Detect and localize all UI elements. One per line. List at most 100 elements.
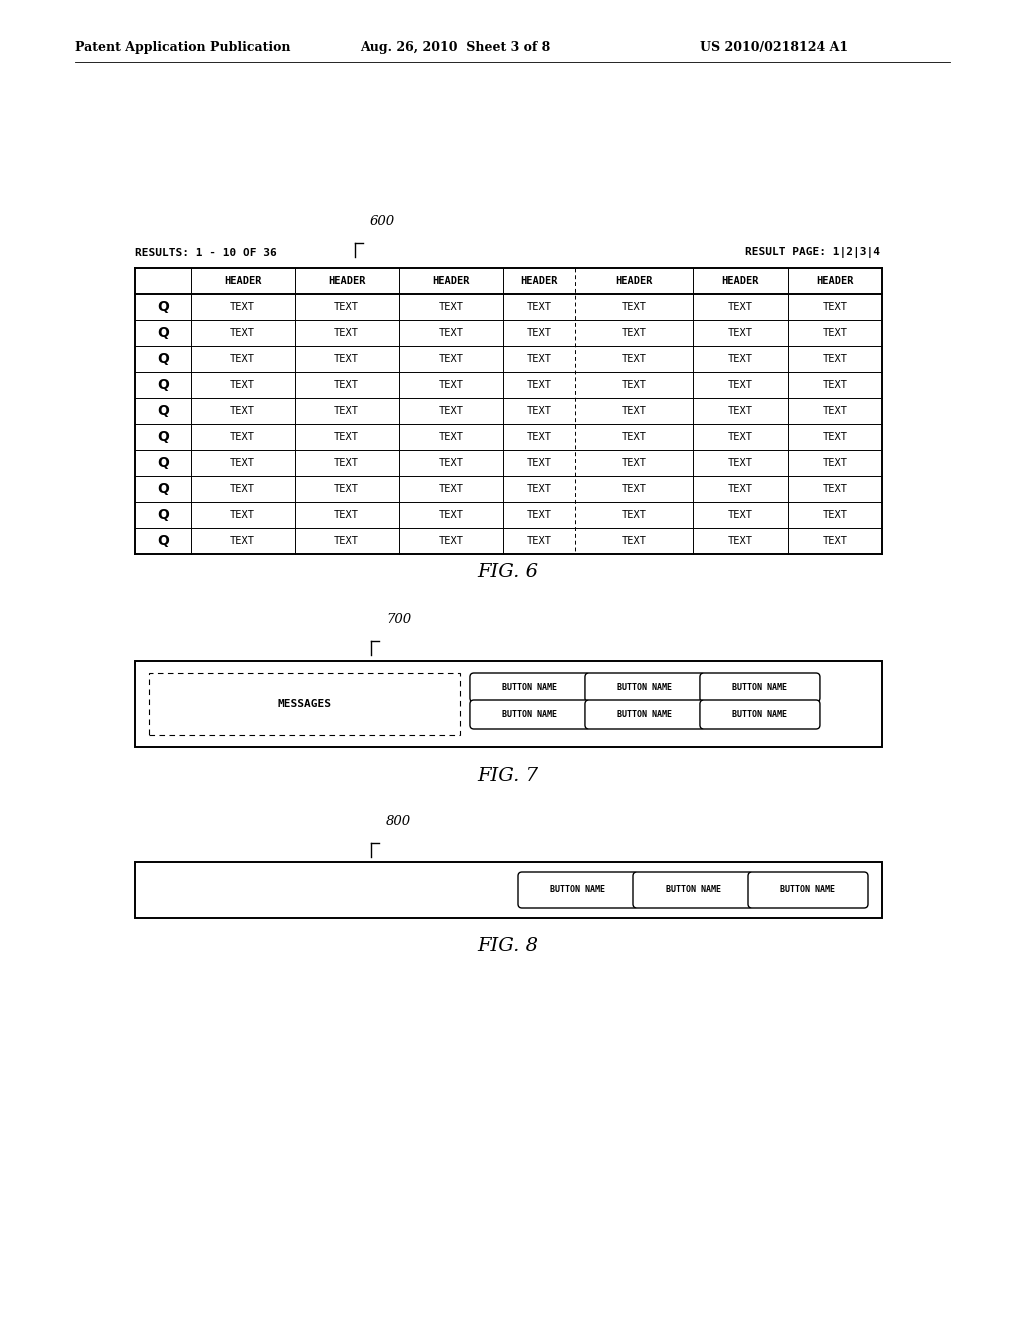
Text: TEXT: TEXT	[622, 536, 647, 546]
Text: BUTTON NAME: BUTTON NAME	[780, 886, 836, 895]
Text: Q: Q	[157, 508, 169, 521]
Text: TEXT: TEXT	[438, 458, 464, 469]
Text: TEXT: TEXT	[526, 380, 552, 389]
Text: TEXT: TEXT	[822, 302, 847, 312]
FancyBboxPatch shape	[470, 700, 590, 729]
Text: TEXT: TEXT	[622, 354, 647, 364]
Text: Q: Q	[157, 326, 169, 341]
Text: TEXT: TEXT	[334, 536, 359, 546]
Text: TEXT: TEXT	[622, 432, 647, 442]
Text: Q: Q	[157, 482, 169, 496]
Text: TEXT: TEXT	[438, 380, 464, 389]
Text: TEXT: TEXT	[334, 458, 359, 469]
Text: BUTTON NAME: BUTTON NAME	[732, 710, 787, 719]
Text: TEXT: TEXT	[728, 354, 753, 364]
Text: TEXT: TEXT	[822, 536, 847, 546]
Text: TEXT: TEXT	[438, 536, 464, 546]
Text: TEXT: TEXT	[438, 510, 464, 520]
Text: Q: Q	[157, 404, 169, 418]
FancyBboxPatch shape	[470, 673, 590, 702]
Text: HEADER: HEADER	[722, 276, 759, 286]
Text: TEXT: TEXT	[822, 327, 847, 338]
Text: TEXT: TEXT	[526, 510, 552, 520]
Text: TEXT: TEXT	[438, 432, 464, 442]
Text: FIG. 8: FIG. 8	[477, 937, 539, 954]
Text: Patent Application Publication: Patent Application Publication	[75, 41, 291, 54]
Text: TEXT: TEXT	[438, 327, 464, 338]
Text: TEXT: TEXT	[230, 432, 255, 442]
Text: BUTTON NAME: BUTTON NAME	[666, 886, 721, 895]
Text: TEXT: TEXT	[822, 354, 847, 364]
FancyBboxPatch shape	[748, 873, 868, 908]
Text: Q: Q	[157, 535, 169, 548]
Text: TEXT: TEXT	[230, 380, 255, 389]
Text: TEXT: TEXT	[622, 484, 647, 494]
Text: HEADER: HEADER	[224, 276, 261, 286]
Text: TEXT: TEXT	[822, 458, 847, 469]
Text: TEXT: TEXT	[728, 510, 753, 520]
FancyBboxPatch shape	[633, 873, 753, 908]
Text: TEXT: TEXT	[622, 510, 647, 520]
Text: TEXT: TEXT	[622, 407, 647, 416]
Text: TEXT: TEXT	[622, 458, 647, 469]
Text: TEXT: TEXT	[822, 407, 847, 416]
Text: TEXT: TEXT	[230, 536, 255, 546]
FancyBboxPatch shape	[700, 700, 820, 729]
Text: TEXT: TEXT	[230, 510, 255, 520]
Text: TEXT: TEXT	[526, 458, 552, 469]
Text: TEXT: TEXT	[230, 354, 255, 364]
Text: TEXT: TEXT	[334, 380, 359, 389]
Bar	[150, 673, 460, 735]
Text: TEXT: TEXT	[728, 536, 753, 546]
Text: HEADER: HEADER	[328, 276, 366, 286]
Text: Q: Q	[157, 455, 169, 470]
Text: HEADER: HEADER	[520, 276, 558, 286]
Text: TEXT: TEXT	[622, 327, 647, 338]
FancyBboxPatch shape	[585, 700, 705, 729]
Text: TEXT: TEXT	[334, 510, 359, 520]
Text: BUTTON NAME: BUTTON NAME	[503, 682, 557, 692]
Text: TEXT: TEXT	[230, 484, 255, 494]
Text: TEXT: TEXT	[526, 407, 552, 416]
Text: Q: Q	[157, 378, 169, 392]
Text: TEXT: TEXT	[438, 354, 464, 364]
Text: 700: 700	[386, 612, 411, 626]
Bar	[135, 268, 882, 554]
Text: TEXT: TEXT	[822, 432, 847, 442]
Text: US 2010/0218124 A1: US 2010/0218124 A1	[700, 41, 848, 54]
Text: TEXT: TEXT	[334, 327, 359, 338]
Text: TEXT: TEXT	[438, 302, 464, 312]
Text: RESULT PAGE: 1|2|3|4: RESULT PAGE: 1|2|3|4	[745, 248, 880, 259]
Text: TEXT: TEXT	[728, 458, 753, 469]
Text: TEXT: TEXT	[230, 302, 255, 312]
Text: BUTTON NAME: BUTTON NAME	[732, 682, 787, 692]
Text: HEADER: HEADER	[615, 276, 653, 286]
Text: Q: Q	[157, 352, 169, 366]
Text: TEXT: TEXT	[728, 407, 753, 416]
Text: FIG. 7: FIG. 7	[477, 767, 539, 785]
Text: TEXT: TEXT	[230, 458, 255, 469]
Text: TEXT: TEXT	[230, 407, 255, 416]
Text: TEXT: TEXT	[728, 484, 753, 494]
Text: TEXT: TEXT	[526, 484, 552, 494]
Text: BUTTON NAME: BUTTON NAME	[551, 886, 605, 895]
Bar	[135, 661, 882, 747]
Text: TEXT: TEXT	[728, 327, 753, 338]
Text: TEXT: TEXT	[526, 432, 552, 442]
Text: TEXT: TEXT	[438, 407, 464, 416]
Text: TEXT: TEXT	[622, 302, 647, 312]
Text: BUTTON NAME: BUTTON NAME	[503, 710, 557, 719]
Text: 600: 600	[370, 215, 395, 228]
Text: TEXT: TEXT	[822, 484, 847, 494]
Text: Q: Q	[157, 300, 169, 314]
Text: TEXT: TEXT	[230, 327, 255, 338]
Text: BUTTON NAME: BUTTON NAME	[617, 682, 673, 692]
Text: MESSAGES: MESSAGES	[278, 700, 332, 709]
Text: TEXT: TEXT	[334, 432, 359, 442]
Text: TEXT: TEXT	[438, 484, 464, 494]
FancyBboxPatch shape	[700, 673, 820, 702]
Text: Aug. 26, 2010  Sheet 3 of 8: Aug. 26, 2010 Sheet 3 of 8	[360, 41, 550, 54]
Text: HEADER: HEADER	[816, 276, 854, 286]
Text: 800: 800	[386, 814, 411, 828]
FancyBboxPatch shape	[518, 873, 638, 908]
